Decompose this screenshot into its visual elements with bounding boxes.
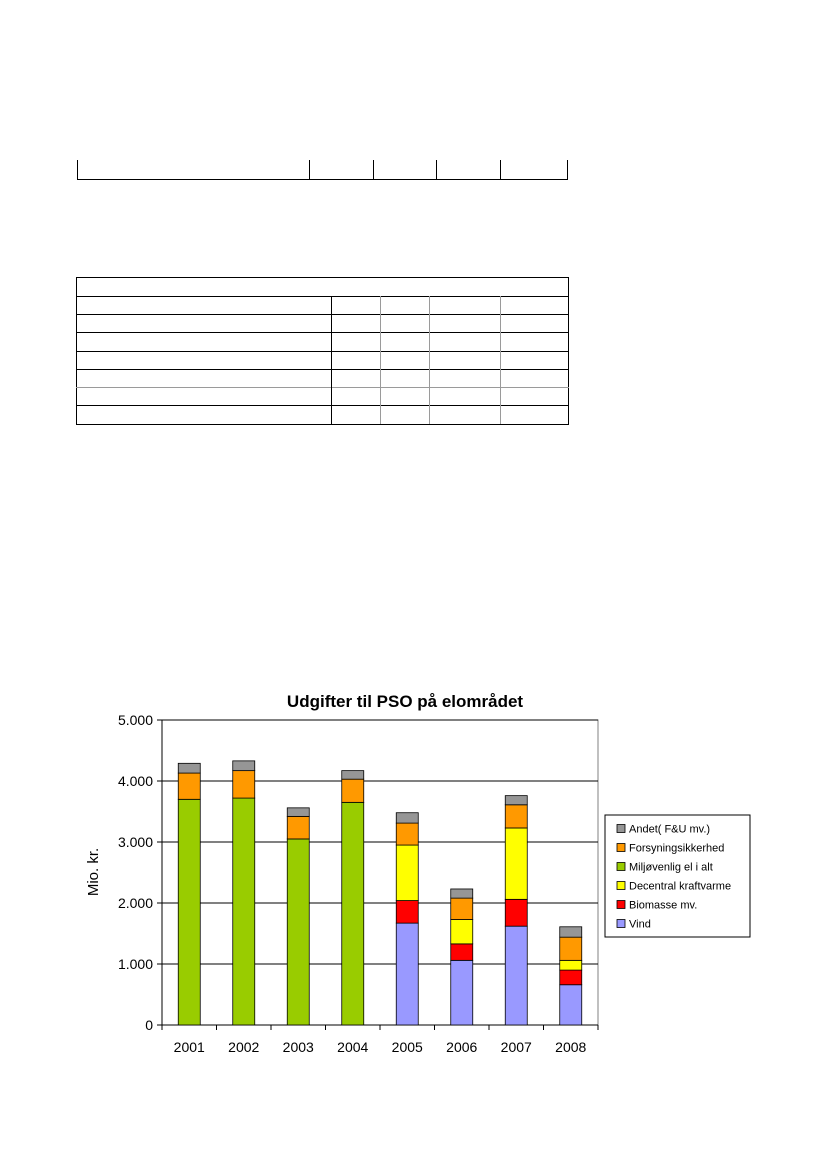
x-tick-label: 2007	[501, 1039, 532, 1055]
legend-swatch	[616, 824, 626, 833]
bar-segment-decentral-kraftvarme	[559, 959, 583, 971]
bar-segment-biomasse-mv	[504, 898, 528, 927]
legend-label: Vind	[629, 919, 651, 931]
legend-box	[604, 814, 751, 938]
bar-segment-vind	[559, 984, 583, 1026]
plot-area: 0 1.000 2.000 3.000 4.000 5.000 2001 2002 2003 20…	[118, 712, 599, 1055]
bar-segment-andet-f-u-mv	[395, 812, 419, 824]
y-tick-label: 5.000	[118, 712, 153, 728]
y-tick-label: 1.000	[118, 956, 153, 972]
legend-swatch	[616, 900, 626, 909]
x-tick-label: 2004	[337, 1039, 368, 1055]
legend-label: Forsyningsikkerhed	[629, 843, 724, 855]
legend-swatch	[616, 881, 626, 890]
lower-table-row-line	[76, 369, 569, 370]
bar-segment-miljøvenlig-el-i-alt	[177, 798, 201, 1026]
legend: Andet( F&U mv.) Forsyningsikkerhed Miljøve…	[604, 814, 751, 938]
bar-segment-forsyningsikkerhed	[286, 815, 310, 840]
upper-table-divider	[500, 160, 501, 179]
legend-label: Andet( F&U mv.)	[629, 824, 710, 836]
lower-table-border	[76, 277, 569, 278]
bar-segment-andet-f-u-mv	[177, 762, 201, 774]
upper-table-divider	[436, 160, 437, 179]
bar-segment-miljøvenlig-el-i-alt	[341, 801, 365, 1026]
legend-label: Miljøvenlig el i alt	[629, 862, 713, 874]
y-tick-label: 0	[145, 1017, 153, 1033]
bar-segment-forsyningsikkerhed	[177, 772, 201, 800]
bar-segment-andet-f-u-mv	[504, 795, 528, 806]
x-tick-label: 2003	[283, 1039, 314, 1055]
lower-table-col-line	[380, 296, 381, 424]
bar-segment-andet-f-u-mv	[450, 888, 474, 899]
bar-segment-andet-f-u-mv	[286, 807, 310, 817]
x-tick-label: 2006	[446, 1039, 477, 1055]
upper-table-bottom-border	[77, 179, 568, 180]
lower-table-row-line	[76, 332, 569, 333]
bar-segment-decentral-kraftvarme	[504, 827, 528, 900]
chart-title: Udgifter til PSO på elområdet	[287, 692, 523, 711]
bar-segment-andet-f-u-mv	[559, 926, 583, 938]
legend-label: Biomasse mv.	[629, 900, 697, 912]
bar-segment-miljøvenlig-el-i-alt	[232, 797, 256, 1026]
bar-segment-biomasse-mv	[395, 900, 419, 924]
y-tick-label: 3.000	[118, 834, 153, 850]
x-tick-label: 2002	[228, 1039, 259, 1055]
bar-segment-andet-f-u-mv	[341, 770, 365, 780]
y-axis-label: Mio. kr.	[85, 848, 102, 896]
legend-swatch	[616, 919, 626, 928]
x-tick-label: 2001	[174, 1039, 205, 1055]
bar-segment-forsyningsikkerhed	[504, 804, 528, 829]
bar-segment-decentral-kraftvarme	[450, 919, 474, 945]
bar-segment-vind	[395, 922, 419, 1026]
lower-table-col-line	[429, 296, 430, 424]
lower-table-row-line	[76, 314, 569, 315]
x-tick-label: 2008	[555, 1039, 586, 1055]
bar-segment-forsyningsikkerhed	[395, 822, 419, 846]
lower-table-row-line	[76, 296, 569, 297]
lower-table-col-line	[331, 296, 332, 424]
bar-segment-vind	[504, 925, 528, 1026]
upper-table-divider	[309, 160, 310, 179]
lower-table-row-line	[76, 387, 569, 388]
bar-segment-forsyningsikkerhed	[450, 897, 474, 920]
upper-table-divider	[77, 160, 78, 179]
bar-segment-biomasse-mv	[559, 969, 583, 986]
bar-segment-decentral-kraftvarme	[395, 844, 419, 901]
lower-table-row-line	[76, 351, 569, 352]
bar-segment-miljøvenlig-el-i-alt	[286, 838, 310, 1026]
lower-table-col-line	[500, 296, 501, 424]
bar-segment-forsyningsikkerhed	[559, 936, 583, 961]
bar-segment-vind	[450, 959, 474, 1026]
upper-table-divider	[567, 160, 568, 179]
bar-segment-forsyningsikkerhed	[341, 778, 365, 803]
y-tick-label: 2.000	[118, 895, 153, 911]
bar-segment-biomasse-mv	[450, 943, 474, 961]
legend-swatch	[616, 862, 626, 871]
bar-segment-forsyningsikkerhed	[232, 770, 256, 799]
lower-table-row-line	[76, 405, 569, 406]
lower-table-border	[76, 424, 569, 425]
plot-background	[161, 719, 599, 1026]
bar-segment-andet-f-u-mv	[232, 760, 256, 772]
y-tick-label: 4.000	[118, 773, 153, 789]
legend-label: Decentral kraftvarme	[629, 881, 731, 893]
upper-table-divider	[373, 160, 374, 179]
x-tick-label: 2005	[392, 1039, 423, 1055]
legend-swatch	[616, 843, 626, 852]
